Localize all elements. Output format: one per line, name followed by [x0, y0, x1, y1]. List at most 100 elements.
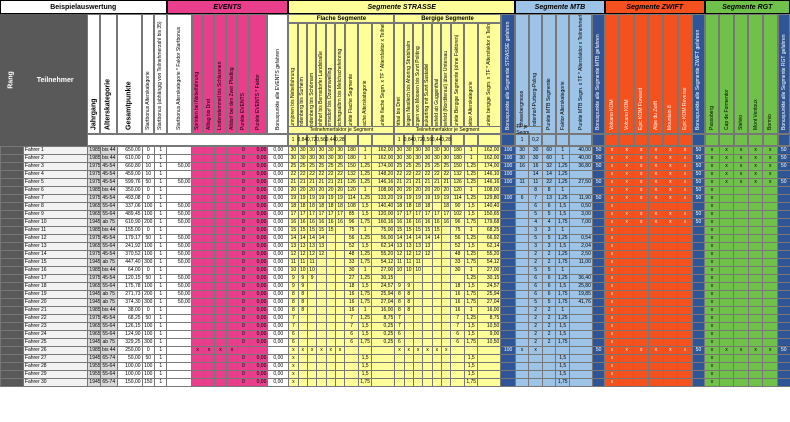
faktor-berg-0: 1	[394, 134, 404, 146]
cell-rg3	[747, 194, 764, 203]
cell-ms	[568, 370, 593, 379]
cell-bg4	[431, 274, 443, 283]
cell-bz	[691, 242, 706, 251]
cell-ak: 65-74	[99, 378, 118, 387]
cell-f: 1	[153, 242, 168, 251]
cell-mf: 1	[555, 266, 570, 275]
cell-zw5	[677, 330, 693, 339]
cell-ges: 241,92	[116, 242, 143, 251]
cell-fl1: 25	[297, 162, 308, 171]
cell-ak: bis 44	[99, 226, 118, 235]
faktor-blank-48	[719, 134, 734, 146]
cell-ak: ab 75	[99, 218, 118, 227]
cell-ges: 155,00	[116, 226, 143, 235]
cell-f: 1	[153, 314, 168, 323]
cell-be: 0,00	[267, 178, 290, 187]
cell-pf: 96	[344, 218, 359, 227]
cell-rg4	[762, 186, 779, 195]
cell-fl2: 22	[306, 170, 318, 179]
cell-pe: 0	[237, 202, 250, 211]
cell-akf	[166, 322, 193, 331]
cell-mtb1: 6	[528, 274, 543, 283]
cell-fl0: 14	[288, 234, 299, 243]
cell-ges: 100,00	[116, 362, 143, 371]
cell-ev0	[191, 194, 204, 203]
cell-bg0: 21	[394, 178, 405, 187]
cell-f: 1	[153, 162, 168, 171]
cell-rg4	[762, 226, 779, 235]
cell-fl0: 15	[288, 226, 299, 235]
cell-ev0	[191, 146, 204, 155]
cell-rang	[0, 322, 24, 331]
cell-ak: 45-54	[99, 250, 118, 259]
cell-pf: 48	[344, 250, 359, 259]
cell-bg0: 13	[394, 242, 405, 251]
cell-zw1	[618, 290, 635, 299]
cell-ev0	[191, 282, 204, 291]
cell-akf: 50,00	[166, 250, 193, 259]
cell-faf: 1,75	[357, 338, 373, 347]
cell-bg2: 30	[412, 146, 424, 155]
cell-name: Fahrer 27	[22, 354, 89, 363]
cell-fl5	[334, 274, 346, 283]
cell-bg2	[412, 314, 424, 323]
cell-rg4	[762, 306, 779, 315]
flache-segmente-header: Flache Segmente	[288, 14, 395, 23]
cell-fl5: 18	[334, 202, 346, 211]
cell-mf: 1	[555, 306, 570, 315]
cell-bz: 50	[691, 210, 706, 219]
cell-ges: 650,00	[116, 146, 143, 155]
cell-zw4	[662, 330, 679, 339]
cell-rg1	[718, 218, 735, 227]
cell-bm	[591, 186, 606, 195]
cell-ev3	[225, 162, 239, 171]
cell-ev2	[214, 258, 227, 267]
cell-fl2: 19	[306, 194, 318, 203]
cell-sb: 50	[141, 234, 156, 243]
cell-fl5	[334, 290, 346, 299]
cell-fl2: 14	[306, 234, 318, 243]
cell-sb: 0	[141, 226, 156, 235]
cell-jg: 1965	[87, 210, 101, 219]
cell-name: Fahrer 24	[22, 330, 89, 339]
cell-zw2	[633, 226, 650, 235]
cell-ev1	[202, 234, 216, 243]
cell-bg2	[412, 290, 424, 299]
cell-bm	[591, 226, 606, 235]
cell-bg0: 8	[394, 290, 405, 299]
cell-mtb0: 6	[514, 194, 530, 203]
cell-rg4: x	[762, 146, 779, 155]
cell-ev1	[202, 258, 216, 267]
cell-bs: 27,04	[477, 298, 502, 307]
cell-ms	[568, 378, 593, 387]
cell-rg0: x	[704, 378, 720, 387]
cell-zw3	[648, 314, 664, 323]
cell-mtb1: 5	[528, 298, 543, 307]
cell-rg0: x	[704, 266, 720, 275]
cell-zw2	[633, 378, 650, 387]
cell-zw3	[648, 234, 664, 243]
cell-fl0: x	[288, 346, 299, 355]
cell-name: Fahrer 18	[22, 282, 89, 291]
cell-zw1	[618, 330, 635, 339]
cell-br: 50	[776, 154, 790, 163]
cell-mf: 1,75	[555, 218, 570, 227]
cell-f: 1	[153, 234, 168, 243]
cell-pef	[248, 346, 269, 355]
cell-bg2: 18	[412, 202, 424, 211]
cell-rang	[0, 146, 24, 155]
cell-bg4: 21	[431, 178, 443, 187]
column-header-pef: Punkte EVENTS * Faktor	[248, 14, 268, 134]
cell-faf: 1,25	[357, 178, 373, 187]
table-row: Fahrer 1 1985 bis 44 650,00 0 1 0 0,00 0,00 30 30 3…	[0, 146, 790, 155]
column-header-fl0: Sunnjoren bis Nebelfahrung	[288, 23, 298, 134]
cell-bg3	[422, 282, 433, 291]
cell-bg3: 13	[422, 242, 433, 251]
column-label-br: Bonuspunkte alle Segmente RGT gefahren	[780, 34, 787, 130]
cell-ak: ab 75	[99, 338, 118, 347]
cell-zw0: x	[604, 146, 620, 155]
faktor-mtb-0: 1	[515, 134, 529, 146]
cell-zw5	[677, 250, 693, 259]
faktor-mtb-blank2	[555, 134, 570, 146]
cell-bz	[691, 330, 706, 339]
